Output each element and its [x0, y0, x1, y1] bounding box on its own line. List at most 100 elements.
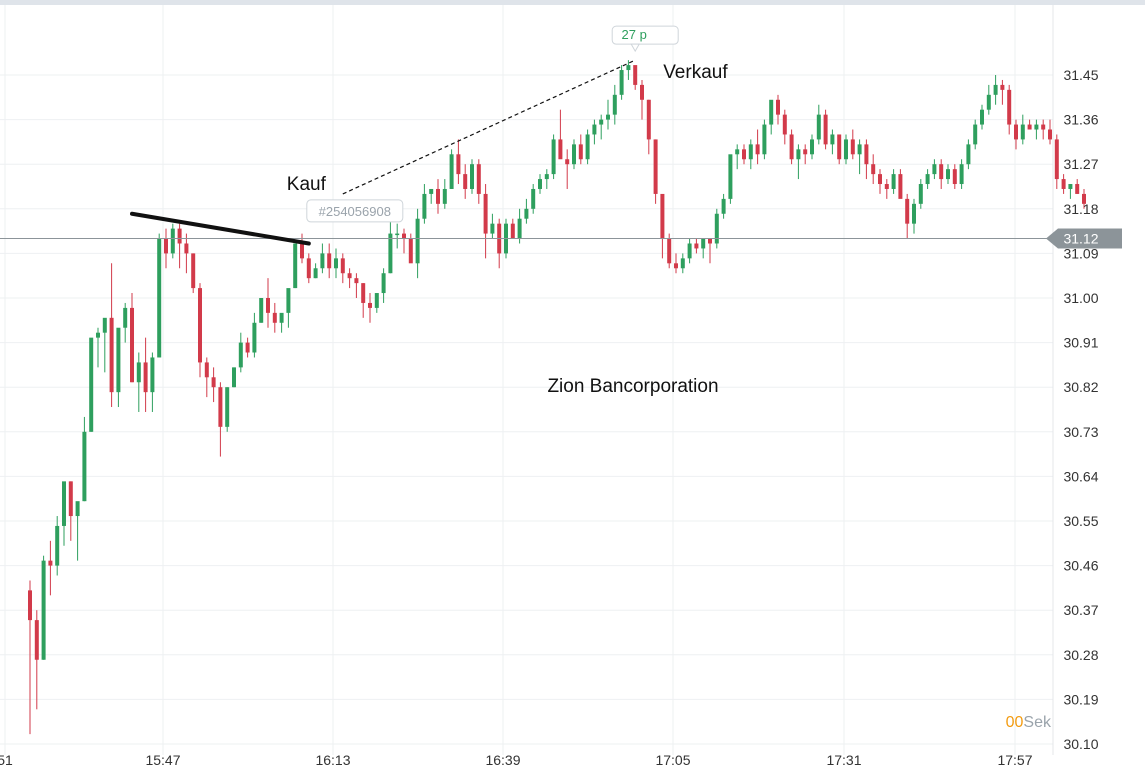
candle-body [810, 139, 814, 155]
candle-body [932, 164, 937, 175]
grid-lines [0, 5, 1054, 755]
candle-body [701, 238, 706, 249]
trade-id-label: #254056908 [319, 204, 391, 219]
candle-body [422, 193, 427, 219]
y-tick-label: 30.28 [1063, 647, 1098, 663]
candle-body [28, 590, 32, 621]
candle-body [415, 218, 420, 264]
candle-body [762, 124, 767, 155]
candle-body [306, 258, 311, 279]
candle-body [354, 278, 359, 284]
candle-body [55, 525, 60, 566]
y-tick-label: 31.36 [1063, 112, 1098, 128]
candle-body [1061, 179, 1066, 189]
candle-body [837, 134, 842, 160]
candle-body [959, 164, 964, 185]
candle-body [374, 293, 379, 308]
candle-body [320, 253, 325, 269]
x-tick-label: 15:47 [145, 752, 180, 765]
candle-body [626, 65, 631, 71]
candle-body [524, 208, 529, 219]
candle-body [925, 174, 930, 185]
candle-body [857, 144, 862, 155]
candle-body [871, 164, 876, 175]
candle-body [878, 174, 882, 185]
candle-body [823, 114, 828, 145]
candle-body [973, 124, 978, 145]
candle-body [164, 238, 168, 254]
candle-body [1007, 89, 1012, 125]
candle-body [381, 273, 386, 294]
candle-body [388, 233, 393, 274]
candle-body [232, 367, 236, 388]
candle-body [75, 501, 80, 517]
candle-body [123, 307, 128, 328]
candle-body [966, 144, 971, 165]
candle-body [844, 139, 848, 160]
candle-body [803, 149, 808, 155]
candle-body [816, 114, 821, 140]
candle-body [286, 288, 291, 313]
candle-body [170, 228, 175, 254]
candle-body [442, 188, 447, 204]
candle-body [830, 134, 835, 145]
candle-body [238, 342, 243, 368]
candle-body [619, 70, 624, 95]
candle-body [755, 144, 760, 155]
candle-body [82, 431, 87, 502]
candle-body [1048, 129, 1052, 140]
candle-body [259, 298, 264, 323]
candle-body [245, 342, 250, 353]
candle-body [782, 114, 787, 135]
trend-line [130, 211, 311, 246]
candle-body [1034, 124, 1039, 130]
candle-body [578, 144, 583, 160]
x-tick-label: 16:13 [315, 752, 350, 765]
candle-body [776, 99, 780, 115]
candle-body [633, 65, 638, 85]
current-price-tag [1046, 228, 1122, 249]
y-tick-label: 30.19 [1063, 691, 1098, 707]
x-tick-label: 17:05 [655, 752, 690, 765]
profit-label: 27 p [622, 27, 647, 42]
candle-body [48, 560, 53, 566]
candle-body [891, 174, 896, 189]
candle-body [565, 159, 570, 165]
chart-title: Zion Bancorporation [547, 376, 718, 397]
candle-body [714, 213, 719, 244]
candle-body [946, 169, 950, 180]
candle-body [898, 174, 903, 199]
candle-body [1014, 124, 1018, 140]
candle-body [585, 134, 590, 160]
candle-body [769, 99, 774, 125]
candle-body [789, 134, 794, 160]
candles [28, 60, 1086, 735]
candle-body [653, 139, 658, 194]
candle-body [279, 312, 284, 323]
candle-body [646, 99, 651, 140]
candle-body [191, 253, 196, 289]
candle-body [334, 258, 338, 269]
profit-badge [611, 25, 679, 45]
candle-body [721, 198, 726, 214]
candle-body [340, 258, 345, 274]
candle-body [490, 223, 495, 234]
candle-body [517, 218, 522, 239]
candle-body [68, 481, 73, 517]
candle-body [905, 198, 910, 224]
x-tick-label: 17:31 [826, 752, 861, 765]
candle-body [272, 312, 277, 323]
candle-body [436, 188, 440, 204]
candle-body [1041, 124, 1046, 130]
candle-body [395, 233, 400, 236]
candle-body [694, 243, 699, 249]
y-tick-label: 31.18 [1063, 201, 1098, 217]
candle-body [667, 238, 672, 264]
timer-unit: Sek [1023, 714, 1051, 731]
candle-body [544, 174, 549, 180]
candle-body [198, 288, 202, 363]
annotation-overlays: 31.12 #254056908 27 p Kauf Verkauf [0, 25, 1122, 249]
candle-body [157, 238, 162, 358]
candle-body [408, 238, 413, 264]
